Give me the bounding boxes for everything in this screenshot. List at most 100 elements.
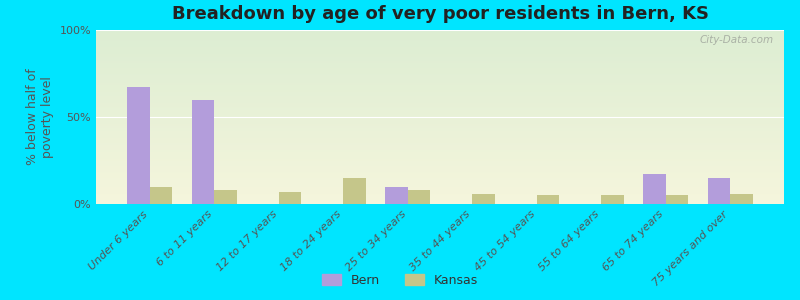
Bar bbox=[96, 72, 784, 73]
Bar bbox=[96, 61, 784, 62]
Bar bbox=[96, 54, 784, 55]
Bar bbox=[96, 33, 784, 34]
Bar bbox=[96, 60, 784, 61]
Bar bbox=[96, 37, 784, 38]
Bar bbox=[96, 168, 784, 169]
Bar bbox=[96, 126, 784, 127]
Bar bbox=[96, 93, 784, 94]
Bar bbox=[537, 195, 559, 204]
Bar bbox=[96, 111, 784, 112]
Bar bbox=[96, 201, 784, 202]
Bar bbox=[96, 172, 784, 173]
Bar bbox=[279, 192, 302, 204]
Bar bbox=[96, 73, 784, 74]
Bar bbox=[96, 175, 784, 176]
Bar bbox=[96, 97, 784, 98]
Bar bbox=[96, 129, 784, 130]
Bar bbox=[96, 198, 784, 199]
Bar bbox=[96, 109, 784, 110]
Bar bbox=[96, 153, 784, 154]
Bar bbox=[96, 124, 784, 125]
Bar bbox=[96, 55, 784, 56]
Bar bbox=[96, 181, 784, 182]
Bar bbox=[96, 188, 784, 189]
Bar bbox=[96, 31, 784, 32]
Bar bbox=[96, 147, 784, 148]
Bar bbox=[96, 133, 784, 134]
Bar bbox=[96, 182, 784, 183]
Bar bbox=[96, 183, 784, 184]
Bar bbox=[96, 76, 784, 77]
Bar bbox=[601, 195, 624, 204]
Bar bbox=[96, 200, 784, 201]
Bar bbox=[96, 199, 784, 200]
Bar bbox=[96, 150, 784, 151]
Bar bbox=[96, 136, 784, 137]
Bar bbox=[96, 49, 784, 50]
Bar bbox=[96, 191, 784, 192]
Bar bbox=[96, 152, 784, 153]
Bar bbox=[96, 169, 784, 170]
Bar bbox=[96, 85, 784, 86]
Bar bbox=[96, 63, 784, 64]
Bar bbox=[96, 78, 784, 79]
Bar bbox=[96, 101, 784, 102]
Bar bbox=[96, 149, 784, 150]
Bar bbox=[96, 170, 784, 171]
Bar bbox=[96, 88, 784, 89]
Bar bbox=[385, 187, 408, 204]
Bar bbox=[96, 59, 784, 60]
Bar bbox=[96, 166, 784, 167]
Bar bbox=[96, 50, 784, 51]
Bar bbox=[96, 195, 784, 196]
Bar bbox=[96, 187, 784, 188]
Bar bbox=[96, 138, 784, 139]
Bar bbox=[96, 122, 784, 123]
Bar bbox=[96, 177, 784, 178]
Bar bbox=[96, 115, 784, 116]
Bar bbox=[96, 146, 784, 147]
Bar bbox=[96, 174, 784, 175]
Bar bbox=[96, 92, 784, 93]
Bar bbox=[96, 127, 784, 128]
Legend: Bern, Kansas: Bern, Kansas bbox=[318, 270, 482, 291]
Bar bbox=[96, 116, 784, 117]
Bar bbox=[96, 56, 784, 57]
Bar bbox=[96, 48, 784, 49]
Bar bbox=[96, 143, 784, 144]
Y-axis label: % below half of
poverty level: % below half of poverty level bbox=[26, 69, 54, 165]
Bar bbox=[96, 192, 784, 193]
Bar bbox=[96, 81, 784, 82]
Bar bbox=[96, 144, 784, 145]
Bar bbox=[96, 66, 784, 67]
Bar bbox=[96, 47, 784, 48]
Bar bbox=[96, 163, 784, 164]
Bar bbox=[96, 106, 784, 107]
Bar bbox=[96, 34, 784, 35]
Bar bbox=[96, 185, 784, 186]
Bar bbox=[96, 117, 784, 118]
Bar bbox=[96, 89, 784, 90]
Bar bbox=[96, 104, 784, 105]
Bar bbox=[96, 190, 784, 191]
Bar bbox=[96, 108, 784, 109]
Bar bbox=[96, 142, 784, 143]
Bar bbox=[96, 107, 784, 108]
Bar bbox=[96, 67, 784, 68]
Bar bbox=[96, 189, 784, 190]
Bar bbox=[96, 159, 784, 160]
Bar bbox=[96, 36, 784, 37]
Bar bbox=[96, 64, 784, 65]
Bar bbox=[96, 90, 784, 91]
Bar bbox=[96, 70, 784, 71]
Bar bbox=[730, 194, 753, 204]
Bar bbox=[96, 186, 784, 187]
Bar bbox=[96, 105, 784, 106]
Bar bbox=[96, 167, 784, 168]
Bar bbox=[96, 82, 784, 83]
Bar bbox=[96, 203, 784, 204]
Text: City-Data.com: City-Data.com bbox=[699, 35, 774, 45]
Bar bbox=[96, 155, 784, 156]
Bar bbox=[96, 100, 784, 101]
Bar bbox=[96, 196, 784, 197]
